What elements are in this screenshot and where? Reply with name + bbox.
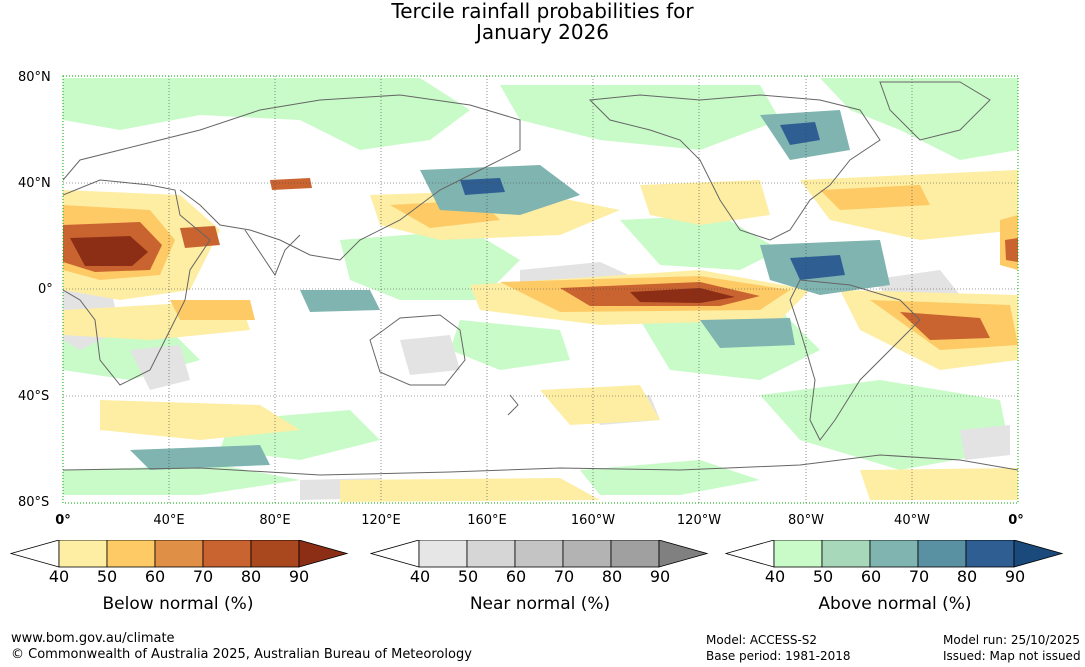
lat-label-80n: 80°N (18, 70, 51, 85)
near-tick-50: 50 (457, 567, 479, 586)
below-tick-50: 50 (96, 567, 118, 586)
colorbar-lower-extension (725, 540, 775, 568)
lon-label-120e: 120°E (361, 513, 401, 528)
lat-label-80s: 80°S (18, 495, 50, 510)
below-normal-80-90-regions (70, 236, 735, 303)
footer-issued: Issued: Map not issued (943, 649, 1081, 663)
colorbar-segment (965, 540, 1015, 568)
above-tick-80: 80 (956, 567, 978, 586)
near-tick-80: 80 (601, 567, 623, 586)
below-tick-60: 60 (144, 567, 166, 586)
above-tick-40: 40 (764, 567, 786, 586)
near-tick-40: 40 (409, 567, 431, 586)
colorbar-title-above-normal: Above normal (%) (818, 594, 972, 614)
colorbar-upper-extension (1013, 540, 1064, 568)
above-tick-60: 60 (860, 567, 882, 586)
colorbar-segment (514, 540, 564, 568)
colorbar-segment (202, 540, 252, 568)
colorbar-segment (250, 540, 300, 568)
footer-model-run: Model run: 25/10/2025 (943, 633, 1081, 647)
near-tick-60: 60 (505, 567, 527, 586)
colorbar-lower-extension (10, 540, 60, 568)
lon-label-80w: 80°W (788, 513, 824, 528)
colorbar-below-normal (10, 540, 349, 568)
colorbar-title-below-normal: Below normal (%) (102, 594, 254, 614)
near-tick-70: 70 (553, 567, 575, 586)
colorbar-segment (917, 540, 967, 568)
map-title-line2: January 2026 (475, 20, 610, 44)
above-tick-70: 70 (908, 567, 930, 586)
lat-label-40n: 40°N (18, 176, 51, 191)
coastlines (63, 81, 1018, 476)
lon-label-0-right: 0° (1008, 513, 1024, 528)
map-frame (62, 75, 1019, 504)
lon-label-160w: 160°W (570, 513, 616, 528)
colorbar-above-normal (725, 540, 1064, 568)
colorbar-upper-extension (298, 540, 349, 568)
colorbar-segment (418, 540, 468, 568)
colorbar-upper-extension (658, 540, 709, 568)
lon-label-0-left: 0° (55, 513, 71, 528)
colorbar-segment (58, 540, 108, 568)
colorbar-segment (154, 540, 204, 568)
graticule (63, 76, 1018, 503)
colorbar-segment (773, 540, 823, 568)
lat-label-40s: 40°S (18, 389, 50, 404)
footer-copyright: © Commonwealth of Australia 2025, Austra… (11, 647, 472, 662)
near-tick-90: 90 (649, 567, 671, 586)
map-title-line1: Tercile rainfall probabilities for (391, 0, 694, 23)
above-tick-50: 50 (812, 567, 834, 586)
below-tick-40: 40 (48, 567, 70, 586)
colorbar-segment (106, 540, 156, 568)
colorbar-segment (610, 540, 660, 568)
lat-label-equator: 0° (38, 282, 53, 297)
footer-base-period: Base period: 1981-2018 (706, 649, 851, 663)
above-normal-80-90-regions (460, 122, 845, 280)
footer-url[interactable]: www.bom.gov.au/climate (11, 631, 175, 646)
lon-label-80e: 80°E (259, 513, 291, 528)
lon-label-40w: 40°W (894, 513, 930, 528)
footer-model: Model: ACCESS-S2 (706, 633, 818, 647)
lon-label-160e: 160°E (467, 513, 507, 528)
colorbar-segment (466, 540, 516, 568)
colorbar-segment (869, 540, 919, 568)
lon-label-40e: 40°E (153, 513, 185, 528)
colorbar-segment (821, 540, 871, 568)
colorbar-near-normal (370, 540, 709, 568)
lon-label-120w: 120°W (676, 513, 722, 528)
below-tick-80: 80 (240, 567, 262, 586)
below-tick-70: 70 (192, 567, 214, 586)
colorbar-title-near-normal: Near normal (%) (469, 594, 611, 614)
below-tick-90: 90 (288, 567, 310, 586)
colorbar-segment (562, 540, 612, 568)
above-tick-90: 90 (1004, 567, 1026, 586)
colorbar-lower-extension (370, 540, 420, 568)
